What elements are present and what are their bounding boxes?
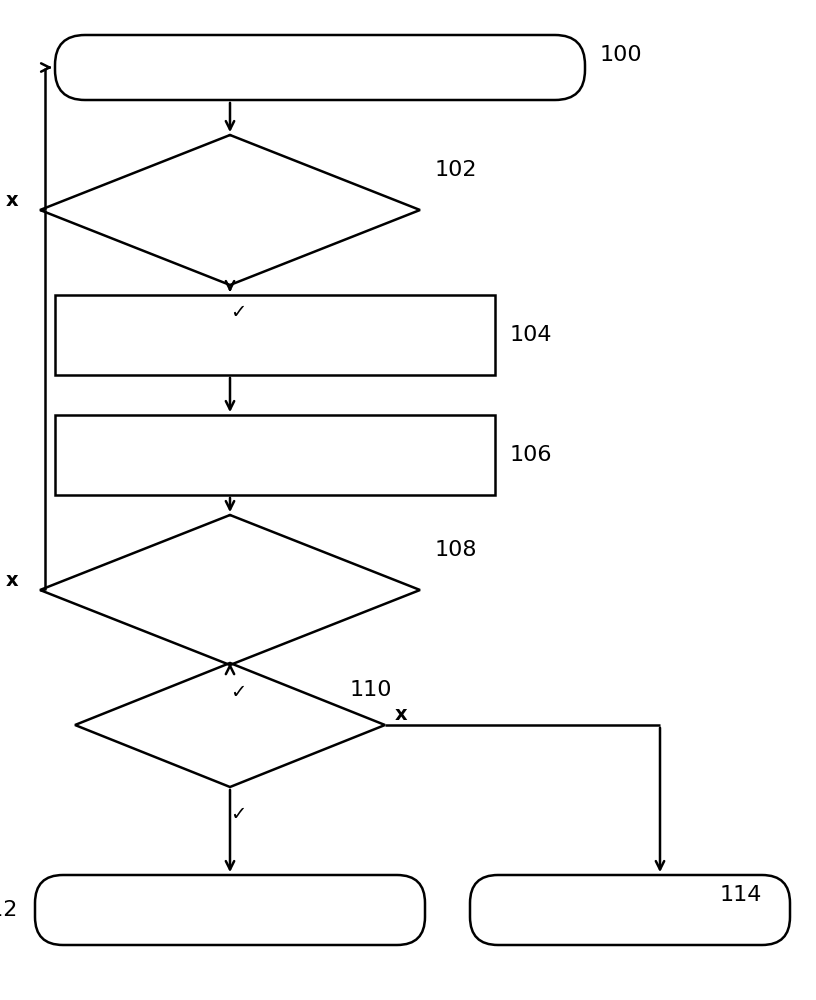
Text: 114: 114 <box>720 885 762 905</box>
Text: ✓: ✓ <box>230 303 246 322</box>
Text: ✓: ✓ <box>230 805 246 824</box>
Bar <box>55 295 495 375</box>
Text: x: x <box>395 706 408 724</box>
Text: 106: 106 <box>510 445 552 465</box>
Text: 102: 102 <box>435 160 477 180</box>
Text: 100: 100 <box>600 45 643 65</box>
Text: 104: 104 <box>510 325 552 345</box>
Text: 110: 110 <box>350 680 392 700</box>
Text: 108: 108 <box>435 540 477 560</box>
FancyBboxPatch shape <box>470 875 790 945</box>
FancyBboxPatch shape <box>35 875 425 945</box>
Text: ✓: ✓ <box>230 683 246 702</box>
Text: x: x <box>6 570 18 589</box>
Text: 112: 112 <box>0 900 18 920</box>
Bar <box>55 415 495 495</box>
Text: x: x <box>6 190 18 210</box>
FancyBboxPatch shape <box>55 35 585 100</box>
